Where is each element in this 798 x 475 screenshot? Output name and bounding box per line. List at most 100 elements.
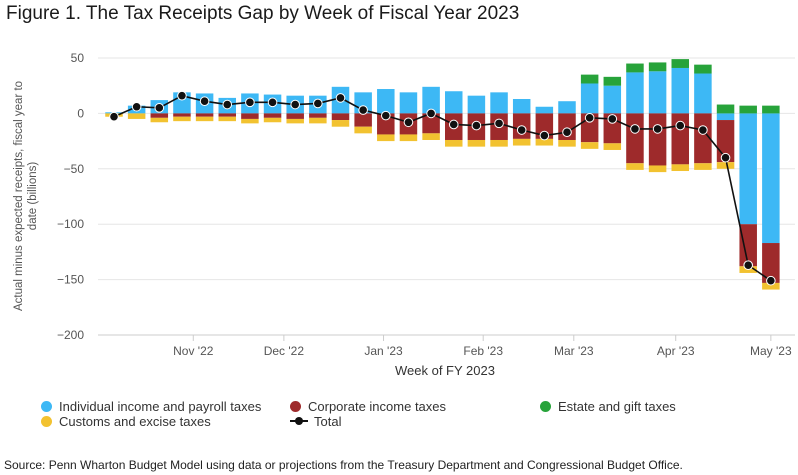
tax-receipts-chart: 50 0 −50 −100 −150 −200 Nov '22 Dec '22 Jan '23… bbox=[13, 51, 795, 378]
y-tick-label: 50 bbox=[71, 51, 85, 65]
bar-corporate bbox=[331, 113, 350, 121]
bar-customs bbox=[309, 117, 327, 124]
legend-item-estate[interactable]: Estate and gift taxes bbox=[540, 399, 676, 414]
x-tick-label: Apr '23 bbox=[657, 344, 695, 358]
bar-corporate bbox=[535, 113, 554, 139]
bar-customs bbox=[173, 116, 191, 122]
y-tick-label: −200 bbox=[57, 328, 84, 342]
bar-customs bbox=[535, 138, 554, 146]
bar-individual bbox=[716, 113, 735, 121]
bar-estate bbox=[694, 64, 712, 74]
legend-marker-individual bbox=[41, 401, 52, 412]
legend: Individual income and payroll taxes Corp… bbox=[0, 396, 798, 432]
bar-customs bbox=[648, 165, 667, 173]
x-tick-label: Mar '23 bbox=[554, 344, 594, 358]
x-tick-label: Jan '23 bbox=[364, 344, 403, 358]
bar-individual bbox=[739, 113, 757, 225]
bar-individual bbox=[467, 95, 486, 114]
total-line bbox=[109, 90, 776, 286]
x-axis-label: Week of FY 2023 bbox=[395, 363, 495, 378]
legend-item-individual[interactable]: Individual income and payroll taxes bbox=[41, 399, 261, 414]
x-tick-label: Nov '22 bbox=[173, 344, 214, 358]
bar-individual bbox=[422, 86, 440, 114]
legend-label-estate: Estate and gift taxes bbox=[558, 399, 676, 414]
chart-title: Figure 1. The Tax Receipts Gap by Week o… bbox=[6, 3, 520, 24]
bar-corporate bbox=[377, 113, 395, 135]
legend-label-customs: Customs and excise taxes bbox=[59, 414, 211, 429]
bar-estate bbox=[762, 105, 780, 114]
total-point bbox=[177, 90, 187, 101]
legend-item-total[interactable]: Total bbox=[290, 414, 341, 429]
total-point bbox=[607, 114, 618, 124]
bar-corporate bbox=[648, 113, 667, 166]
bars bbox=[105, 59, 780, 290]
bar-individual bbox=[558, 101, 576, 114]
legend-item-corporate[interactable]: Corporate income taxes bbox=[290, 399, 446, 414]
total-point bbox=[222, 99, 233, 110]
total-point bbox=[584, 113, 595, 123]
total-point bbox=[358, 105, 368, 115]
bar-individual bbox=[490, 92, 508, 114]
bar-corporate bbox=[173, 113, 191, 117]
bar-estate bbox=[580, 74, 599, 84]
bar-corporate bbox=[626, 113, 644, 164]
bar-estate bbox=[716, 104, 735, 114]
bar-corporate bbox=[286, 113, 304, 119]
bar-corporate bbox=[263, 113, 282, 118]
legend-label-corporate: Corporate income taxes bbox=[308, 399, 447, 414]
bar-individual bbox=[535, 106, 554, 114]
bar-customs bbox=[512, 138, 531, 146]
total-point bbox=[109, 111, 119, 122]
total-point bbox=[267, 97, 278, 108]
bar-individual bbox=[399, 92, 418, 114]
bar-customs bbox=[150, 117, 169, 123]
total-point bbox=[245, 97, 255, 108]
bar-customs bbox=[263, 117, 282, 123]
bar-individual bbox=[603, 85, 622, 114]
bar-customs bbox=[218, 116, 236, 122]
bar-estate bbox=[648, 62, 667, 72]
legend-marker-corporate bbox=[290, 401, 301, 412]
total-point bbox=[630, 124, 640, 134]
bar-corporate bbox=[218, 113, 236, 117]
total-point bbox=[516, 125, 527, 135]
bar-corporate bbox=[150, 113, 169, 118]
bar-individual bbox=[671, 67, 689, 114]
bar-customs bbox=[286, 118, 304, 124]
bar-customs bbox=[331, 120, 350, 127]
bar-corporate bbox=[739, 224, 757, 267]
bar-estate bbox=[626, 63, 644, 73]
x-tick-label: Dec '22 bbox=[264, 344, 305, 358]
legend-item-customs[interactable]: Customs and excise taxes bbox=[41, 414, 211, 429]
total-point bbox=[381, 110, 391, 121]
bar-customs bbox=[694, 163, 712, 170]
total-point bbox=[471, 120, 482, 131]
total-point bbox=[335, 93, 346, 103]
legend-marker-estate bbox=[540, 401, 551, 412]
legend-label-individual: Individual income and payroll taxes bbox=[59, 399, 262, 414]
bar-individual bbox=[762, 113, 780, 244]
bar-corporate bbox=[241, 113, 259, 119]
y-tick-label: −50 bbox=[64, 162, 85, 176]
total-point bbox=[698, 125, 708, 135]
bar-customs bbox=[422, 133, 440, 140]
bar-customs bbox=[195, 116, 214, 122]
y-tick-label: −100 bbox=[57, 217, 84, 231]
bar-customs bbox=[467, 139, 486, 147]
total-point bbox=[448, 119, 459, 130]
bar-estate bbox=[739, 105, 757, 114]
legend-marker-customs bbox=[41, 416, 52, 427]
bar-individual bbox=[648, 71, 667, 114]
bar-customs bbox=[377, 134, 395, 142]
bar-individual bbox=[377, 89, 395, 114]
total-point bbox=[562, 127, 572, 138]
total-point bbox=[766, 275, 776, 286]
bar-customs bbox=[716, 162, 735, 169]
bar-customs bbox=[558, 139, 576, 147]
total-point bbox=[539, 130, 550, 141]
legend-label-total: Total bbox=[314, 414, 342, 429]
bar-customs bbox=[399, 134, 418, 142]
total-point bbox=[403, 117, 414, 128]
bar-corporate bbox=[694, 113, 712, 164]
bar-customs bbox=[127, 113, 146, 119]
